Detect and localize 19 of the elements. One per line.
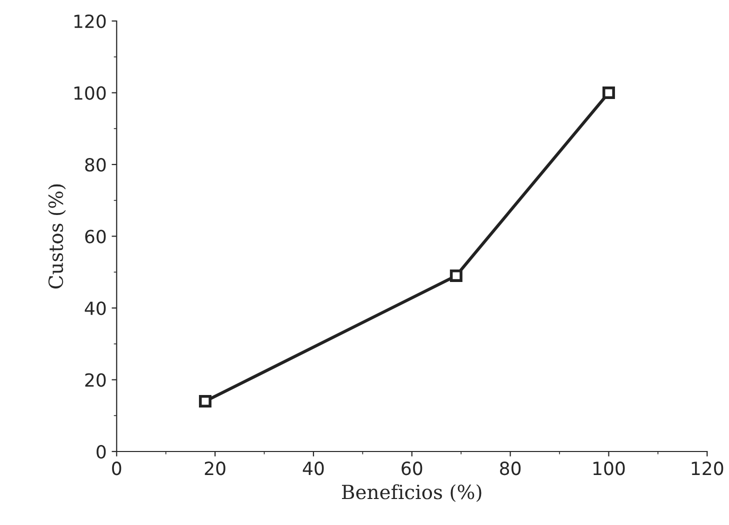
y-tick-label: 80 — [85, 158, 106, 172]
point — [198, 395, 212, 408]
x-tick-label: 120 — [692, 462, 724, 476]
y-tick-label: 100 — [74, 86, 106, 100]
x-tick-label: 80 — [500, 462, 521, 476]
point — [602, 86, 615, 99]
y-tick-label: 20 — [85, 373, 106, 387]
y-tick-label: 0 — [96, 444, 106, 459]
y-tick-label: 60 — [85, 230, 106, 244]
x-tick-label: 40 — [302, 462, 324, 476]
x-tick-label: 60 — [402, 462, 422, 476]
y-tick-label: 40 — [84, 301, 106, 316]
y-axis-title: Custos (%) — [48, 184, 66, 289]
y-tick-label: 120 — [74, 14, 106, 28]
x-tick-label: 20 — [204, 462, 226, 476]
x-tick-label: 100 — [593, 462, 625, 476]
x-axis-title: Beneficios (%) — [342, 484, 482, 502]
x-tick-label: 0 — [112, 462, 122, 476]
point — [450, 269, 462, 282]
